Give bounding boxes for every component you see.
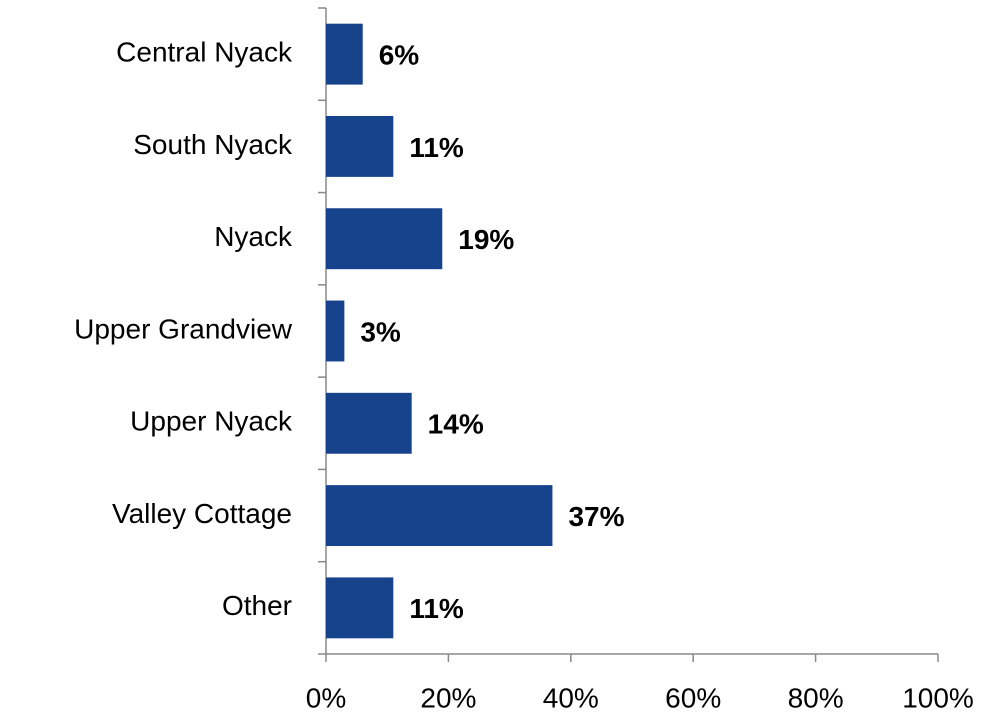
x-tick-label: 0% bbox=[306, 682, 346, 713]
value-label: 3% bbox=[360, 316, 401, 347]
x-tick-label: 40% bbox=[543, 682, 599, 713]
x-tick-label: 60% bbox=[665, 682, 721, 713]
value-label: 6% bbox=[379, 40, 420, 71]
value-label: 11% bbox=[409, 593, 464, 624]
y-tick-label: Upper Grandview bbox=[74, 313, 293, 344]
y-tick-label: South Nyack bbox=[133, 129, 293, 160]
bar bbox=[326, 208, 443, 270]
value-label: 37% bbox=[568, 501, 624, 532]
y-tick-label: Other bbox=[222, 590, 292, 621]
bar bbox=[326, 577, 394, 639]
x-tick-label: 20% bbox=[420, 682, 476, 713]
bar bbox=[326, 300, 345, 362]
y-tick-label: Valley Cottage bbox=[112, 498, 292, 529]
bar bbox=[326, 485, 553, 547]
value-label: 14% bbox=[428, 409, 484, 440]
value-label: 19% bbox=[458, 224, 514, 255]
y-tick-label: Upper Nyack bbox=[130, 406, 293, 437]
bar bbox=[326, 392, 412, 454]
x-tick-label: 100% bbox=[902, 682, 974, 713]
bar bbox=[326, 23, 363, 85]
value-label: 11% bbox=[409, 132, 464, 163]
bar bbox=[326, 115, 394, 177]
x-tick-label: 80% bbox=[788, 682, 844, 713]
y-tick-label: Nyack bbox=[214, 221, 293, 252]
y-tick-label: Central Nyack bbox=[116, 37, 293, 68]
